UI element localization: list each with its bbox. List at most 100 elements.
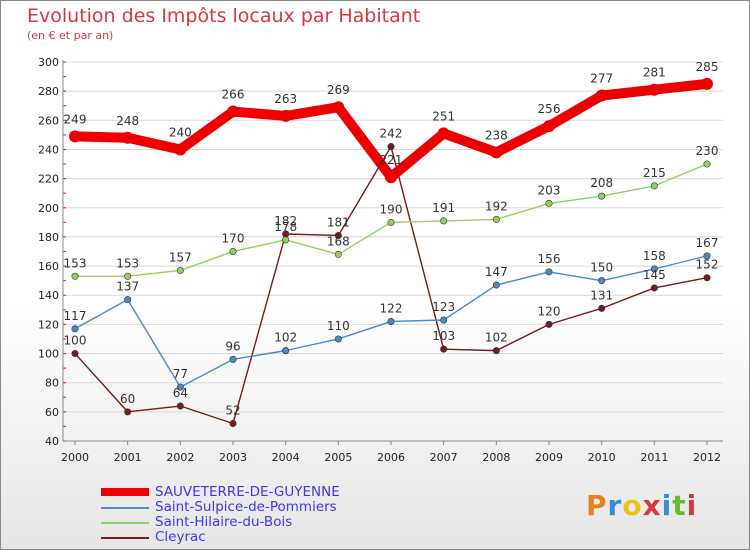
data-label: 147: [485, 265, 508, 279]
data-point: [650, 284, 658, 292]
data-point: [279, 109, 292, 122]
data-label: 181: [327, 215, 350, 229]
data-label: 266: [222, 88, 245, 102]
data-label: 208: [590, 176, 613, 190]
logo-letter: i: [661, 489, 673, 522]
data-label: 117: [64, 309, 87, 323]
legend-label: Cleyrac: [155, 529, 206, 545]
x-tick-label: 2003: [219, 451, 247, 464]
data-label: 60: [120, 392, 135, 406]
data-point: [229, 355, 237, 363]
data-point: [69, 130, 81, 143]
data-point: [176, 402, 184, 410]
x-tick-label: 2000: [61, 451, 89, 464]
chart-subtitle: (en € et par an): [27, 29, 114, 42]
data-label: 153: [64, 256, 87, 270]
data-label: 110: [327, 319, 350, 333]
data-point: [334, 250, 342, 258]
data-label: 242: [380, 127, 403, 141]
data-label: 248: [116, 114, 139, 128]
y-tick-label: 180: [38, 231, 59, 244]
data-label: 203: [538, 183, 561, 197]
y-tick-label: 200: [38, 202, 59, 215]
x-tick-label: 2012: [693, 451, 721, 464]
data-label: 182: [274, 214, 297, 228]
logo-letter: i: [686, 489, 698, 522]
data-point: [703, 252, 711, 260]
data-label: 96: [225, 339, 240, 353]
data-point: [229, 248, 237, 256]
data-label: 190: [380, 202, 403, 216]
data-label: 281: [643, 66, 666, 80]
data-point: [598, 192, 606, 200]
data-point: [332, 101, 345, 114]
data-point: [595, 89, 608, 102]
x-tick-label: 2002: [166, 451, 194, 464]
data-point: [334, 231, 342, 239]
legend-swatch: [101, 522, 149, 524]
x-tick-label: 2011: [640, 451, 668, 464]
y-tick-label: 300: [38, 56, 59, 69]
data-point: [490, 146, 503, 159]
data-point: [229, 420, 237, 428]
data-point: [334, 335, 342, 343]
data-point: [703, 160, 711, 168]
legend-label: Saint-Sulpice-de-Pommiers: [155, 499, 337, 515]
data-point: [387, 218, 395, 226]
legend-swatch: [101, 537, 149, 539]
data-point: [282, 236, 290, 244]
logo-letter: o: [622, 489, 643, 522]
x-tick-label: 2006: [377, 451, 405, 464]
data-label: 215: [643, 166, 666, 180]
data-point: [545, 199, 553, 207]
data-point: [440, 316, 448, 324]
data-label: 100: [64, 334, 87, 348]
data-label: 122: [380, 301, 403, 315]
data-label: 103: [432, 329, 455, 343]
data-point: [440, 217, 448, 225]
data-label: 269: [327, 83, 350, 97]
logo-letter: P: [586, 489, 608, 522]
grid-layer: [63, 61, 723, 442]
data-label: 52: [225, 404, 240, 418]
data-point: [387, 143, 395, 151]
data-label: 150: [590, 261, 613, 275]
y-tick-label: 260: [38, 114, 59, 127]
data-label: 77: [173, 367, 188, 381]
data-label: 168: [327, 234, 350, 248]
data-label: 277: [590, 72, 613, 86]
data-label: 221: [380, 153, 403, 167]
data-point: [176, 383, 184, 391]
legend-label: Saint-Hilaire-du-Bois: [155, 514, 293, 530]
data-point: [124, 272, 132, 280]
chart-title: Evolution des Impôts locaux par Habitant: [27, 5, 421, 27]
proxiti-logo: Proxiti: [586, 489, 697, 522]
legend-swatch: [101, 507, 149, 509]
data-point: [227, 105, 239, 118]
data-point: [650, 265, 658, 273]
data-point: [703, 274, 711, 282]
data-point: [124, 296, 132, 304]
data-label: 240: [169, 125, 192, 139]
logo-letter: t: [672, 489, 687, 522]
data-point: [121, 131, 134, 144]
data-label: 230: [696, 144, 719, 158]
data-label: 170: [222, 232, 245, 246]
y-tick-label: 280: [38, 85, 59, 98]
data-label: 64: [173, 386, 188, 400]
x-tick-label: 2009: [535, 451, 563, 464]
data-point: [650, 182, 658, 190]
y-tick-label: 80: [45, 377, 59, 390]
data-point: [282, 347, 290, 355]
data-label: 263: [274, 92, 297, 106]
data-label: 256: [538, 102, 561, 116]
x-tick-label: 2004: [272, 451, 300, 464]
data-point: [598, 277, 606, 285]
data-point: [440, 345, 448, 353]
y-tick-label: 160: [38, 260, 59, 273]
data-label-layer: 100 60 64 52 182 181 242 103 102 120 131 145 152 117 1…: [64, 60, 719, 418]
x-tick-label: 2001: [114, 451, 142, 464]
legend-swatch: [101, 488, 149, 496]
data-point: [545, 268, 553, 276]
